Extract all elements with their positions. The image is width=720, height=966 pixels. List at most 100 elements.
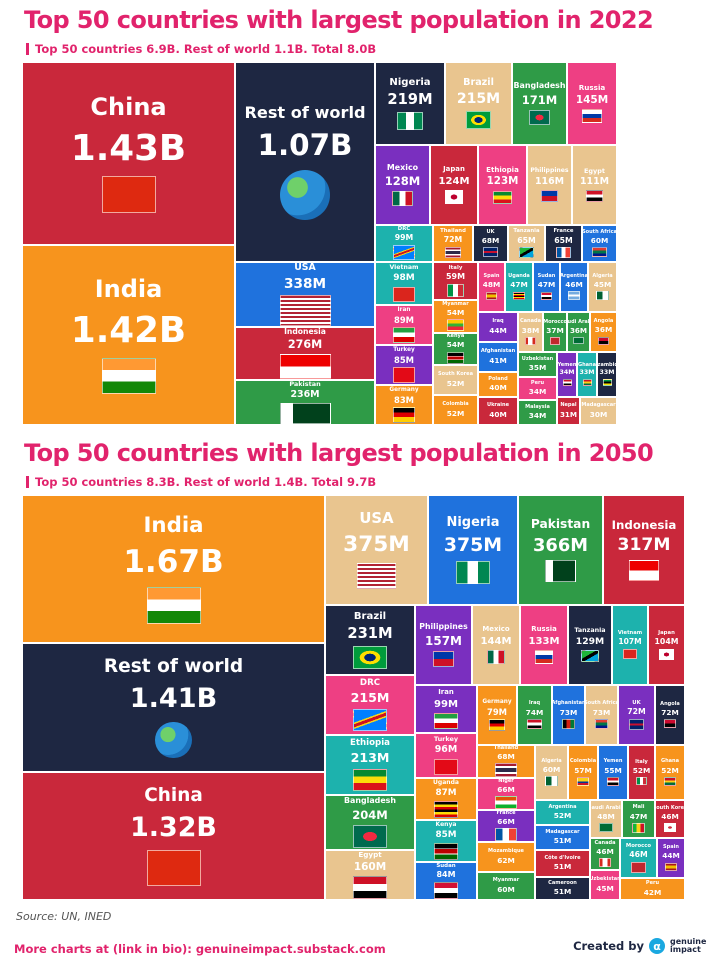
flag-icon: [663, 719, 677, 729]
tile-indonesia: Indonesia 317M: [603, 495, 685, 605]
tile-algeria: Algeria 60M: [535, 745, 568, 800]
tile-usa: USA 338M: [235, 262, 375, 327]
tile-value: 52M: [661, 765, 679, 775]
tile-name: Madagascar: [545, 828, 580, 835]
tile-value: 42M: [643, 887, 662, 897]
tile-name: Ghana: [660, 758, 680, 765]
tile-value: 52M: [632, 765, 651, 775]
tile-name: Iran: [438, 687, 454, 696]
credit: Created by α genuine impact: [573, 938, 708, 954]
tile-value: 83M: [394, 394, 414, 405]
tile-value: 60M: [590, 236, 609, 245]
tile-name: Peru: [645, 880, 660, 887]
tile-value: 45M: [596, 883, 614, 893]
tile-name: Vietnam: [389, 264, 419, 272]
tile-russia: Russia 145M: [567, 62, 617, 145]
flag-icon: [568, 291, 580, 300]
tile-value: 74M: [525, 707, 544, 717]
tile-value: 65M: [517, 235, 536, 245]
tile-value: 51M: [553, 836, 572, 846]
tile-turkey: Turkey 96M: [415, 733, 477, 778]
flag-icon: [582, 109, 602, 123]
more-charts-link[interactable]: More charts at (link in bio): genuineimp…: [14, 942, 386, 956]
flag-icon: [483, 247, 498, 258]
tile-value: 128M: [384, 174, 421, 189]
tile-name: India: [94, 274, 163, 303]
flag-icon: [489, 719, 505, 731]
tile-value: 36M: [569, 325, 588, 335]
tile-philippines: Philippines 116M: [527, 145, 572, 225]
flag-icon: [597, 336, 610, 345]
tile-name: Italy: [448, 265, 463, 272]
tile-name: DRC: [359, 677, 381, 688]
tile-value: 1.43B: [70, 128, 187, 170]
flag-icon: [101, 176, 156, 213]
tile-spain: Spain 44M: [657, 838, 685, 878]
tile-thailand: Thailand 68M: [477, 745, 535, 778]
tile-brazil: Brazil 215M: [445, 62, 512, 145]
tile-value: 59M: [445, 272, 466, 282]
tile-name: DRC: [397, 225, 411, 232]
tile-morocco: Morocco 37M: [543, 312, 567, 352]
flag-icon: [492, 190, 513, 204]
tile-value: 375M: [343, 531, 410, 557]
tile-value: 46M: [661, 812, 679, 822]
tile-name: Mexico: [482, 625, 510, 634]
tile-ghana: Ghana 52M: [655, 745, 685, 800]
tile-uk: UK 72M: [618, 685, 655, 745]
tile-name: Kenya: [435, 821, 457, 829]
flag-icon: [146, 587, 201, 624]
tile-value: 276M: [287, 338, 323, 352]
flag-icon: [519, 247, 534, 258]
tile-madagascar: Madagascar 51M: [535, 825, 590, 850]
tile-japan: Japan 104M: [648, 605, 685, 685]
tile-name: Vietnam: [617, 629, 643, 636]
tile-afghanistan: Afghanistan 41M: [478, 342, 518, 372]
tile-niger: Niger 66M: [477, 778, 535, 810]
tile-name: Mozambique: [488, 848, 524, 855]
tile-philippines: Philippines 157M: [415, 605, 472, 685]
flag-icon: [445, 247, 461, 259]
tile-value: 47M: [537, 280, 556, 290]
tile-name: Cameroon: [548, 879, 577, 886]
tile-mexico: Mexico 128M: [375, 145, 430, 225]
tile-uganda: Uganda 47M: [505, 262, 533, 312]
tile-sudan: Sudan 47M: [533, 262, 560, 312]
tile-name: Saudi Arabia: [567, 318, 589, 325]
flag-icon: [434, 758, 458, 775]
tile-value: 38M: [521, 325, 540, 335]
tile-peru: Peru 34M: [518, 377, 557, 400]
tile-name: Thailand: [493, 745, 519, 751]
flag-icon: [391, 191, 414, 207]
flag-icon: [485, 291, 498, 300]
tile-value: 145M: [575, 93, 609, 106]
flag-icon: [279, 295, 331, 326]
flag-icon: [353, 708, 387, 732]
tile-value: 1.67B: [123, 544, 224, 581]
tile-value: 219M: [387, 90, 433, 108]
flag-icon: [594, 718, 609, 729]
chart-title-2050: Top 50 countries with largest population…: [24, 439, 654, 467]
flag-icon: [635, 777, 648, 786]
tile-name: France: [553, 228, 574, 234]
tile-name: Argentina: [548, 803, 577, 810]
tile-vietnam: Vietnam 98M: [375, 262, 433, 305]
tile-value: 87M: [435, 788, 457, 799]
tile-value: 73M: [592, 707, 611, 717]
flag-icon: [659, 648, 674, 660]
tile-madagascar: Madagascar 30M: [580, 397, 617, 425]
tile-value: 41M: [489, 355, 507, 365]
source-note: Source: UN, INED: [16, 910, 112, 923]
tile-italy: Italy 52M: [628, 745, 655, 800]
tile-value: 1.41B: [129, 682, 218, 714]
tile-canada: Canada 38M: [518, 312, 543, 352]
tile-name: Bangladesh: [343, 796, 397, 806]
tile-value: 31M: [559, 409, 578, 419]
tile-name: Ghana: [577, 362, 597, 369]
tile-name: Ethiopia: [350, 737, 390, 748]
flag-icon: [599, 823, 613, 833]
tile-germany: Germany 79M: [477, 685, 517, 745]
tile-ethiopia: Ethiopia 123M: [478, 145, 527, 225]
tile-value: 85M: [435, 830, 457, 841]
tile-usa: USA 375M: [325, 495, 428, 605]
